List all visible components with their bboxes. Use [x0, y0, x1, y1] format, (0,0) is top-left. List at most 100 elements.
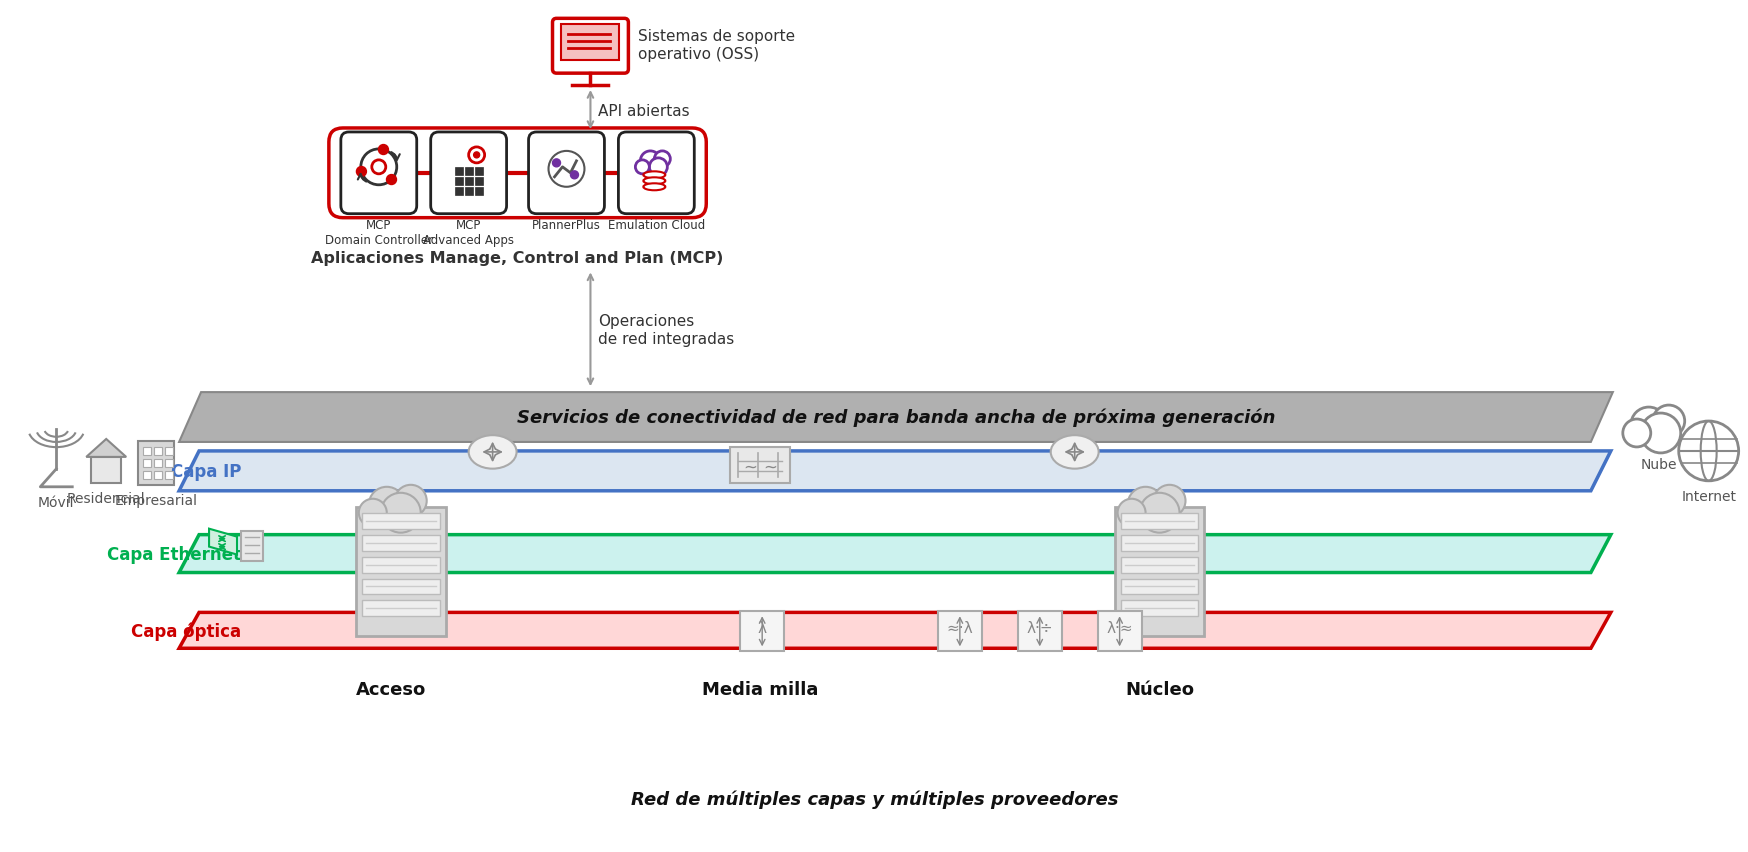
Circle shape	[357, 167, 367, 177]
Ellipse shape	[643, 184, 664, 191]
FancyBboxPatch shape	[341, 133, 416, 215]
Circle shape	[369, 487, 404, 523]
Bar	[474, 177, 482, 186]
Polygon shape	[178, 613, 1610, 648]
Circle shape	[381, 493, 421, 533]
Bar	[1120, 601, 1197, 617]
Text: Capa óptica: Capa óptica	[131, 621, 241, 640]
FancyBboxPatch shape	[552, 20, 628, 74]
Bar	[739, 612, 783, 652]
Bar	[1120, 579, 1197, 595]
Circle shape	[474, 153, 479, 158]
Bar	[474, 187, 482, 195]
Circle shape	[1154, 486, 1185, 517]
Polygon shape	[178, 452, 1610, 492]
Text: Operaciones
de red integradas: Operaciones de red integradas	[598, 314, 734, 346]
Circle shape	[1127, 487, 1162, 523]
Bar	[1120, 513, 1197, 529]
Bar	[1120, 557, 1197, 573]
Text: λ·≈: λ·≈	[1106, 620, 1133, 635]
Circle shape	[1640, 413, 1680, 453]
Text: PlannerPlus: PlannerPlus	[531, 218, 601, 232]
Text: Móvil: Móvil	[38, 495, 75, 509]
Polygon shape	[210, 529, 238, 555]
Text: MCP
Advanced Apps: MCP Advanced Apps	[423, 218, 514, 246]
Text: MCP
Domain Controller: MCP Domain Controller	[325, 218, 432, 246]
Bar	[362, 579, 439, 595]
Circle shape	[1652, 406, 1683, 437]
Text: Nube: Nube	[1640, 458, 1676, 471]
Bar	[91, 458, 121, 483]
FancyBboxPatch shape	[528, 133, 605, 215]
Bar	[164, 447, 173, 455]
Bar	[454, 168, 463, 176]
Bar	[241, 531, 262, 561]
Bar	[1113, 507, 1204, 636]
Bar	[474, 168, 482, 176]
Circle shape	[378, 146, 388, 155]
Bar	[154, 471, 163, 480]
Bar	[143, 459, 150, 467]
Text: Red de múltiples capas y múltiples proveedores: Red de múltiples capas y múltiples prove…	[631, 790, 1119, 809]
Polygon shape	[86, 440, 126, 458]
Text: Residencial: Residencial	[66, 492, 145, 505]
Ellipse shape	[468, 435, 516, 469]
Circle shape	[570, 171, 579, 180]
Text: Emulation Cloud: Emulation Cloud	[607, 218, 704, 232]
Circle shape	[1117, 499, 1145, 527]
Circle shape	[1629, 407, 1666, 443]
Text: λ: λ	[757, 620, 766, 635]
Bar	[154, 459, 163, 467]
Text: Sistemas de soporte
operativo (OSS): Sistemas de soporte operativo (OSS)	[638, 29, 795, 61]
FancyBboxPatch shape	[430, 133, 507, 215]
Text: API abiertas: API abiertas	[598, 103, 690, 118]
Text: Núcleo: Núcleo	[1124, 681, 1194, 699]
Circle shape	[1622, 419, 1650, 447]
Circle shape	[386, 176, 397, 185]
Bar	[362, 601, 439, 617]
Bar	[561, 26, 619, 61]
Text: Aplicaciones Manage, Control and Plan (MCP): Aplicaciones Manage, Control and Plan (M…	[311, 250, 724, 265]
Ellipse shape	[643, 172, 664, 179]
Polygon shape	[178, 535, 1610, 573]
Bar	[465, 187, 472, 195]
Text: ~: ~	[743, 458, 757, 476]
Ellipse shape	[643, 178, 664, 185]
FancyBboxPatch shape	[619, 133, 694, 215]
Text: Empresarial: Empresarial	[115, 493, 198, 507]
Bar	[454, 177, 463, 186]
Bar	[362, 535, 439, 551]
Text: Capa IP: Capa IP	[171, 463, 241, 481]
Bar	[1120, 535, 1197, 551]
Circle shape	[1140, 493, 1178, 533]
Bar	[143, 471, 150, 480]
Bar	[355, 507, 446, 636]
Circle shape	[552, 159, 559, 168]
Polygon shape	[178, 393, 1612, 442]
Circle shape	[395, 486, 427, 517]
Text: Capa Ethernet: Capa Ethernet	[107, 545, 241, 563]
Text: Acceso: Acceso	[355, 681, 427, 699]
Circle shape	[358, 499, 386, 527]
Text: ≈·λ: ≈·λ	[946, 620, 972, 635]
Bar	[465, 177, 472, 186]
Text: Media milla: Media milla	[701, 681, 818, 699]
Bar	[138, 441, 175, 486]
Text: ~: ~	[762, 458, 776, 476]
Bar	[1098, 612, 1141, 652]
Circle shape	[649, 158, 668, 176]
Circle shape	[640, 152, 661, 171]
Bar	[164, 471, 173, 480]
Bar	[143, 447, 150, 455]
Bar	[154, 447, 163, 455]
Text: Servicios de conectividad de red para banda ancha de próxima generación: Servicios de conectividad de red para ba…	[516, 408, 1274, 427]
Bar	[1017, 612, 1061, 652]
Bar	[731, 447, 790, 483]
Bar	[454, 187, 463, 195]
Ellipse shape	[1051, 435, 1098, 469]
Bar	[164, 459, 173, 467]
Text: λ·÷: λ·÷	[1026, 620, 1052, 635]
Bar	[362, 513, 439, 529]
Circle shape	[654, 152, 669, 168]
Bar	[937, 612, 981, 652]
